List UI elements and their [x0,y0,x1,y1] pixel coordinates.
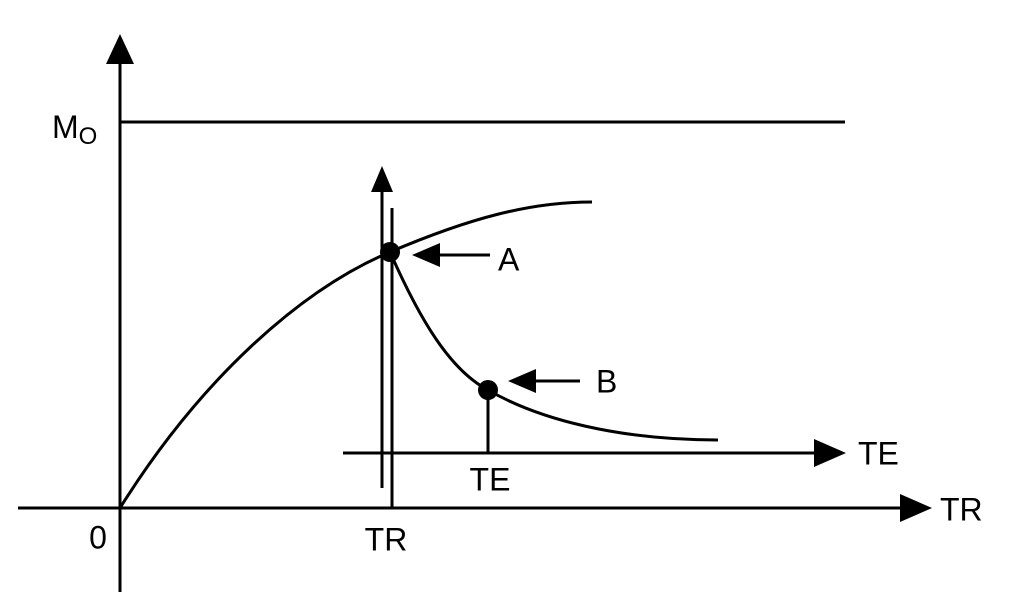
arrow-a-head [412,243,440,267]
decay-curve [388,251,719,442]
arrow-b-head [508,369,536,393]
x-axis-arrow [900,494,932,522]
point-a-label: A [498,241,520,277]
y-label-main: M [52,109,79,145]
recovery-curve [118,200,593,509]
y-label-sub: O [79,123,98,150]
point-b-label: B [596,363,617,399]
point-a [380,242,400,262]
y-axis-label: MO [52,109,97,150]
te-tick-label: TE [470,461,511,497]
tr-tick-label: TR [365,521,408,557]
origin-label: 0 [89,519,107,555]
y-axis-arrow [106,34,134,64]
secondary-y-arrow [371,166,393,192]
x-axis-label: TR [940,491,983,527]
point-b [478,380,498,400]
te-axis-arrow [814,439,846,467]
te-axis-label: TE [858,435,899,471]
